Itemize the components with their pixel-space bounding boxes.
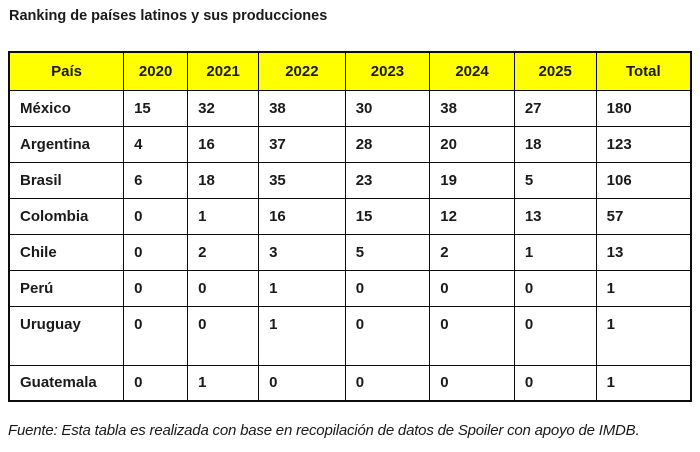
total-cell: 13 [595, 233, 692, 271]
value-cell: 16 [187, 125, 260, 163]
country-cell: Colombia [8, 197, 125, 235]
value-cell: 1 [258, 269, 346, 307]
page: Ranking de países latinos y sus producci… [8, 8, 692, 439]
header-cell-2020: 2020 [123, 51, 189, 91]
value-cell: 35 [258, 161, 346, 199]
header-cell-2022: 2022 [258, 51, 346, 91]
value-cell: 3 [258, 233, 346, 271]
value-cell: 2 [429, 233, 515, 271]
value-cell: 6 [123, 161, 189, 199]
value-cell: 13 [513, 197, 597, 235]
value-cell: 38 [429, 89, 515, 127]
value-cell: 0 [123, 269, 189, 307]
header-cell-total: Total [595, 51, 692, 91]
total-cell: 1 [595, 364, 692, 402]
header-cell-pais: País [8, 51, 125, 91]
value-cell: 15 [344, 197, 431, 235]
table-row: Guatemala 0 1 0 0 0 0 1 [8, 364, 692, 402]
value-cell: 0 [429, 305, 515, 366]
value-cell: 38 [258, 89, 346, 127]
table-row: Colombia 0 1 16 15 12 13 57 [8, 197, 692, 235]
country-cell: Argentina [8, 125, 125, 163]
value-cell: 18 [513, 125, 597, 163]
country-cell: Guatemala [8, 364, 125, 402]
total-cell: 106 [595, 161, 692, 199]
table-row: Uruguay 0 0 1 0 0 0 1 [8, 305, 692, 366]
value-cell: 4 [123, 125, 189, 163]
value-cell: 20 [429, 125, 515, 163]
value-cell: 1 [513, 233, 597, 271]
value-cell: 15 [123, 89, 189, 127]
value-cell: 0 [513, 305, 597, 366]
value-cell: 1 [187, 364, 260, 402]
value-cell: 1 [258, 305, 346, 366]
table-row: México 15 32 38 30 38 27 180 [8, 89, 692, 127]
value-cell: 0 [123, 233, 189, 271]
table-row: Argentina 4 16 37 28 20 18 123 [8, 125, 692, 163]
header-cell-2024: 2024 [429, 51, 515, 91]
total-cell: 1 [595, 269, 692, 307]
total-cell: 123 [595, 125, 692, 163]
value-cell: 16 [258, 197, 346, 235]
total-cell: 180 [595, 89, 692, 127]
value-cell: 0 [123, 197, 189, 235]
value-cell: 0 [123, 305, 189, 366]
page-title: Ranking de países latinos y sus producci… [9, 8, 328, 24]
value-cell: 0 [187, 305, 260, 366]
country-cell: Chile [8, 233, 125, 271]
header-cell-2021: 2021 [187, 51, 260, 91]
value-cell: 0 [513, 269, 597, 307]
table-row: Perú 0 0 1 0 0 0 1 [8, 269, 692, 307]
value-cell: 28 [344, 125, 431, 163]
value-cell: 27 [513, 89, 597, 127]
value-cell: 30 [344, 89, 431, 127]
value-cell: 1 [187, 197, 260, 235]
table-header: País 2020 2021 2022 2023 2024 2025 Total [8, 51, 692, 91]
value-cell: 0 [187, 269, 260, 307]
value-cell: 0 [123, 364, 189, 402]
source-note: Fuente: Esta tabla es realizada con base… [8, 422, 640, 439]
country-cell: Uruguay [8, 305, 125, 366]
header-cell-2025: 2025 [513, 51, 597, 91]
value-cell: 0 [258, 364, 346, 402]
value-cell: 0 [344, 269, 431, 307]
value-cell: 0 [513, 364, 597, 402]
value-cell: 5 [513, 161, 597, 199]
total-cell: 57 [595, 197, 692, 235]
value-cell: 0 [344, 364, 431, 402]
total-cell: 1 [595, 305, 692, 366]
table-body: México 15 32 38 30 38 27 180 Argentina 4 16 37 28 20 1… [8, 89, 692, 402]
value-cell: 18 [187, 161, 260, 199]
value-cell: 2 [187, 233, 260, 271]
value-cell: 5 [344, 233, 431, 271]
header-cell-2023: 2023 [344, 51, 431, 91]
value-cell: 37 [258, 125, 346, 163]
value-cell: 0 [429, 364, 515, 402]
value-cell: 0 [344, 305, 431, 366]
value-cell: 19 [429, 161, 515, 199]
value-cell: 12 [429, 197, 515, 235]
value-cell: 23 [344, 161, 431, 199]
header-row: País 2020 2021 2022 2023 2024 2025 Total [8, 51, 692, 91]
country-cell: Perú [8, 269, 125, 307]
table-row: Brasil 6 18 35 23 19 5 106 [8, 161, 692, 199]
country-cell: Brasil [8, 161, 125, 199]
table-row: Chile 0 2 3 5 2 1 13 [8, 233, 692, 271]
ranking-table: País 2020 2021 2022 2023 2024 2025 Total… [8, 51, 692, 402]
country-cell: México [8, 89, 125, 127]
value-cell: 0 [429, 269, 515, 307]
value-cell: 32 [187, 89, 260, 127]
